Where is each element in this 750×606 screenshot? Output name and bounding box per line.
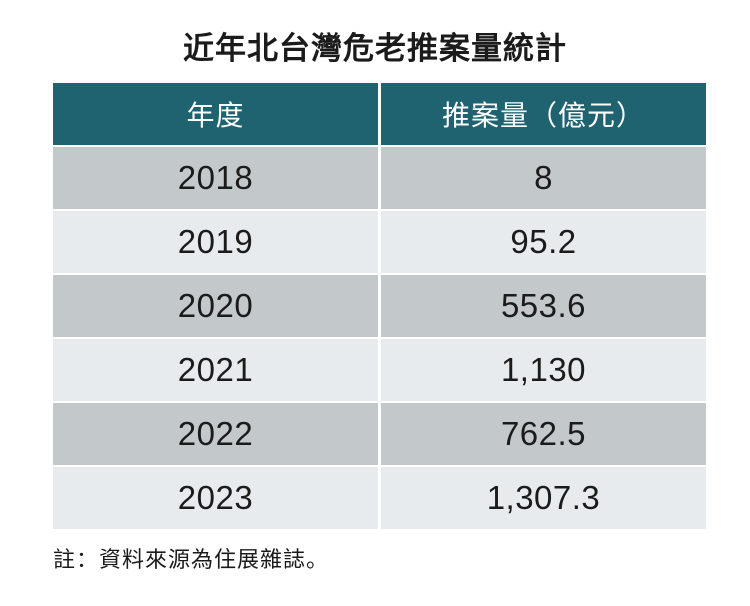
table-header-row: 年度 推案量（億元）	[53, 83, 706, 146]
year-cell: 2022	[53, 403, 378, 466]
volume-cell: 1,307.3	[381, 467, 706, 530]
year-cell: 2018	[53, 147, 378, 210]
volume-cell: 1,130	[381, 339, 706, 402]
table-row: 2023 1,307.3	[53, 467, 706, 530]
year-cell: 2023	[53, 467, 378, 530]
volume-cell: 762.5	[381, 403, 706, 466]
year-cell: 2020	[53, 275, 378, 338]
year-cell: 2019	[53, 211, 378, 274]
table-row: 2022 762.5	[53, 403, 706, 466]
table-row: 2021 1,130	[53, 339, 706, 402]
volume-cell: 553.6	[381, 275, 706, 338]
year-cell: 2021	[53, 339, 378, 402]
table-row: 2019 95.2	[53, 211, 706, 274]
header-cell-year: 年度	[53, 83, 378, 146]
header-cell-volume: 推案量（億元）	[381, 83, 706, 146]
source-note: 註：資料來源為住展雜誌。	[53, 547, 330, 573]
stats-table: 年度 推案量（億元） 2018 8 2019 95.2 2020 553.6 2…	[53, 83, 706, 530]
page-title: 近年北台灣危老推案量統計	[183, 31, 567, 66]
volume-cell: 8	[381, 147, 706, 210]
table-row: 2018 8	[53, 147, 706, 210]
table-row: 2020 553.6	[53, 275, 706, 338]
volume-cell: 95.2	[381, 211, 706, 274]
